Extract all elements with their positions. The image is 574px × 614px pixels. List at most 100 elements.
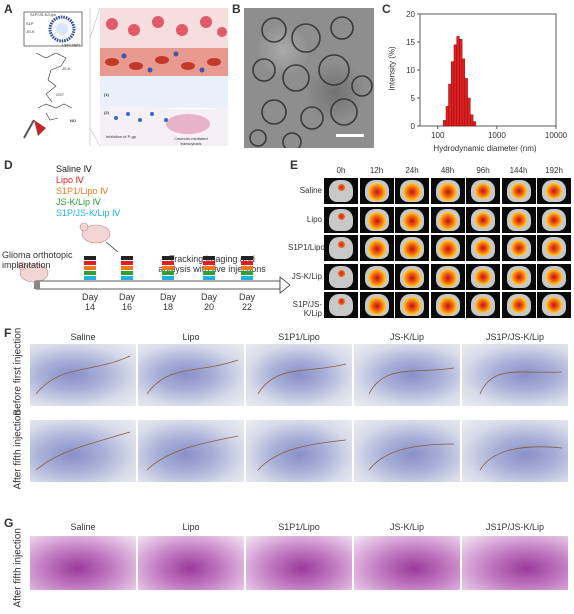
dose-mark-day1-group4 [121, 276, 133, 280]
vessel-stain [257, 363, 347, 395]
signal-hotspot [337, 241, 345, 248]
dose-mark-day1-group2 [121, 266, 133, 270]
fluorescence-cell [466, 178, 500, 204]
dls-bar-6 [459, 39, 463, 127]
dls-xlabel: Hydrodynamic diameter (nm) [433, 144, 537, 153]
dls-bar-9 [467, 97, 471, 127]
timeline-svg [17, 222, 291, 294]
ihc-image [246, 344, 352, 406]
panel-label-g: G [4, 516, 14, 530]
signal-hotspot [510, 297, 527, 313]
fluorescence-cell [359, 235, 394, 261]
dose-mark-day3-group0 [203, 256, 215, 260]
signal-hotspot [546, 240, 562, 256]
signal-hotspot [367, 268, 386, 287]
fluorescence-cell [430, 235, 465, 261]
dose-mark-day4-group4 [241, 276, 253, 280]
signal-hotspot [337, 269, 345, 277]
dls-ylabel: Intensity (%) [387, 46, 397, 91]
ihc-image [138, 420, 244, 482]
dls-xtick-label-2: 10000 [545, 131, 568, 140]
group-saline: Saline Ⅳ [56, 164, 92, 174]
fluorescence-cell [430, 263, 465, 290]
fluorescence-cell [466, 292, 500, 318]
fluorescence-cell [395, 206, 429, 233]
he-image [30, 536, 136, 590]
dose-mark-day1-group3 [121, 271, 133, 275]
he-image [138, 536, 244, 590]
mouse-silhouette [329, 237, 353, 259]
liposome-label-jsk: JS-K [26, 29, 35, 34]
column-label-2: S1P1/Lipo [278, 522, 320, 532]
signal-hotspot [438, 211, 457, 230]
vessel-stain [35, 431, 131, 471]
dose-mark-day2-group3 [162, 271, 174, 275]
dose-mark-day2-group0 [162, 256, 174, 260]
g-row-after: After fifth injection [12, 528, 24, 608]
e-time-24h: 24h [405, 166, 419, 175]
vessel-stain [146, 435, 239, 471]
fluorescence-cell [359, 206, 394, 233]
signal-hotspot [510, 240, 527, 256]
dose-mark-day2-group4 [162, 276, 174, 280]
signal-hotspot [510, 183, 527, 199]
group-legend: Saline Ⅳ Lipo Ⅳ S1P1/Lipo Ⅳ JS-K/Lip Ⅳ S… [56, 164, 166, 219]
signal-hotspot [546, 297, 562, 313]
fluorescence-cell [501, 178, 536, 204]
signal-hotspot [403, 297, 421, 315]
implant-text: Glioma orthotopic implantation [2, 250, 73, 270]
panel-e-fluorescence: 0h 12h 24h 48h 96h 144h 192h Saline Lipo S1P1/Li… [288, 164, 574, 318]
fluorescence-cell [359, 178, 394, 204]
he-image [246, 536, 352, 590]
panel-a-illustration [23, 7, 228, 147]
fluorescence-cell [430, 292, 465, 318]
fluorescence-cell [359, 263, 394, 290]
f-row-before: Before first injection [12, 327, 24, 416]
column-label-2: S1P1/Lipo [278, 332, 320, 342]
dose-mark-day4-group1 [241, 261, 253, 265]
panel-f-ihc: Saline Lipo S1P1/Lipo JS-K/Lip JS1P/JS-K/Lip… [0, 327, 574, 510]
mouse-silhouette [329, 180, 353, 202]
signal-hotspot [337, 184, 345, 191]
panel-label-e: E [290, 158, 299, 172]
fluorescence-cell [537, 292, 571, 318]
dls-xtick-label-1: 1000 [488, 131, 506, 140]
ihc-image [354, 344, 460, 406]
panel-label-b: B [232, 2, 241, 16]
fluorescence-cell [430, 178, 465, 204]
fluorescence-cell [501, 235, 536, 261]
signal-hotspot [337, 298, 345, 305]
signal-hotspot [546, 268, 562, 285]
signal-hotspot [367, 211, 386, 230]
e-time-144h: 144h [509, 166, 528, 175]
ihc-image [30, 420, 136, 482]
signal-hotspot [475, 297, 491, 313]
signal-hotspot [438, 240, 457, 258]
ihc-image [462, 344, 568, 406]
signal-hotspot [438, 268, 457, 287]
dose-mark-day0-group1 [84, 261, 96, 265]
e-row-0: Saline [299, 186, 322, 195]
fluorescence-cell [501, 292, 536, 318]
day-20: Day 20 [200, 292, 217, 312]
dls-bar-7 [461, 58, 466, 127]
vessel-stain [479, 446, 563, 471]
dose-mark-day3-group3 [203, 271, 215, 275]
panel-label-f: F [4, 326, 12, 340]
structure-label-gst: GST [56, 92, 65, 97]
dose-mark-day1-group1 [121, 261, 133, 265]
dls-chart: 0 5 10 15 20 100 1000 10000 Hydrodynamic diamet… [380, 6, 570, 156]
signal-hotspot [337, 212, 345, 220]
fluorescence-cell [395, 263, 429, 290]
dose-mark-day3-group1 [203, 261, 215, 265]
group-jsk-lip: JS-K/Lip Ⅳ [56, 197, 101, 207]
e-row-3: JS-K/Lip [291, 271, 322, 281]
signal-hotspot [403, 183, 421, 201]
e-row-2: S1P1/Lipo [288, 243, 325, 252]
mouse-icon [17, 261, 49, 283]
column-label-3: JS-K/Lip [389, 332, 424, 342]
dls-chart-svg: 0 5 10 15 20 100 1000 10000 [406, 10, 568, 140]
liposome-label-s1p: S1P [26, 21, 34, 26]
e-time-192h: 192h [545, 166, 563, 175]
panel-g-he: Saline Lipo S1P1/Lipo JS-K/Lip JS1P/JS-K/Lip… [0, 520, 574, 614]
